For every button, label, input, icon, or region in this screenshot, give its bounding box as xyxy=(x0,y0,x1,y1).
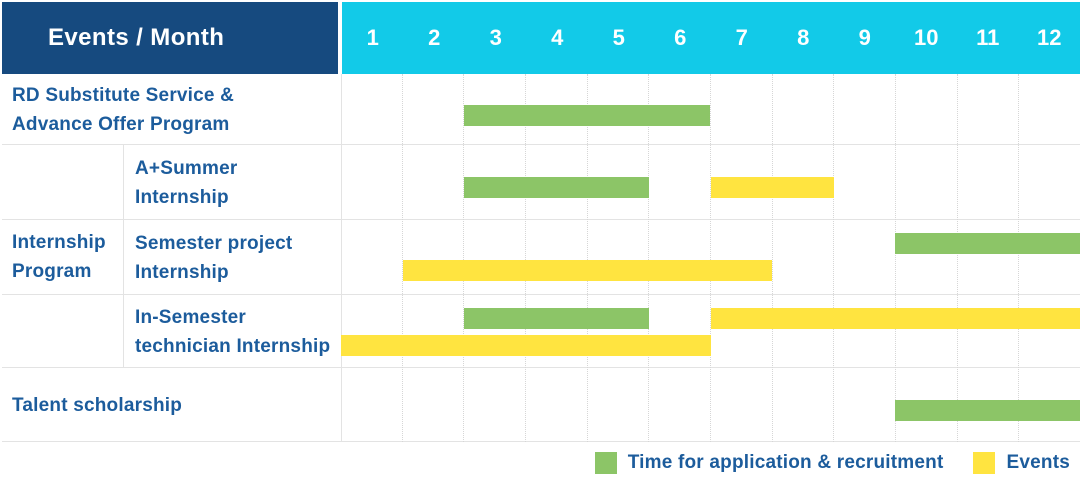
row-group-label-internship-program: Internship Program xyxy=(12,231,106,282)
legend-item-events: Events xyxy=(973,452,1070,474)
column-divider xyxy=(123,145,124,368)
month-label: 3 xyxy=(489,25,502,50)
row-divider xyxy=(2,367,1080,368)
row-label-rd-substitute: RD Substitute Service & Advance Offer Pr… xyxy=(12,85,235,135)
row-label-talent-scholarship: Talent scholarship xyxy=(12,394,183,416)
month-label: 2 xyxy=(428,25,441,50)
row-divider xyxy=(2,441,1080,442)
legend-application-label: Time for application & recruitment xyxy=(627,452,944,473)
month-label: 8 xyxy=(797,25,810,50)
events-bar xyxy=(710,177,834,198)
application-recruitment-bar xyxy=(895,233,1080,254)
month-label: 10 xyxy=(914,25,939,50)
application-recruitment-bar xyxy=(464,105,711,126)
row-label-semester-project-internship: Semester project Internship xyxy=(135,232,293,283)
events-bar xyxy=(710,308,1080,329)
legend-item-application: Time for application & recruitment xyxy=(594,452,944,474)
month-label: 11 xyxy=(976,25,1000,50)
month-label: 9 xyxy=(858,25,871,50)
row-label-in-semester-technician-internship: In-Semester technician Internship xyxy=(135,306,331,357)
gantt-bars-layer xyxy=(341,0,1080,442)
month-label: 6 xyxy=(674,25,687,50)
row-label-a-summer-internship: A+Summer Internship xyxy=(135,157,238,208)
month-label: 5 xyxy=(612,25,625,50)
events-month-header-label: Events / Month xyxy=(48,24,225,51)
events-bar xyxy=(341,335,711,356)
row-divider xyxy=(2,294,1080,295)
legend: Time for application & recruitment Event… xyxy=(594,452,1070,474)
application-recruitment-bar xyxy=(464,177,649,198)
month-label: 7 xyxy=(735,25,748,50)
month-label: 12 xyxy=(1037,25,1062,50)
application-recruitment-bar xyxy=(895,400,1080,421)
events-yellow-swatch-icon xyxy=(973,452,996,474)
events-month-header-cell: Events / Month xyxy=(2,2,338,74)
events-bar xyxy=(402,260,773,281)
column-divider xyxy=(341,74,342,442)
month-label: 1 xyxy=(366,25,379,50)
month-label: 4 xyxy=(551,25,564,50)
month-header-row: 1 2 3 4 5 6 7 8 9 10 11 12 xyxy=(342,2,1080,74)
application-recruitment-bar xyxy=(464,308,649,329)
row-divider xyxy=(2,219,1080,220)
legend-events-label: Events xyxy=(1006,452,1070,473)
row-divider xyxy=(2,144,1080,145)
application-green-swatch-icon xyxy=(594,452,617,474)
